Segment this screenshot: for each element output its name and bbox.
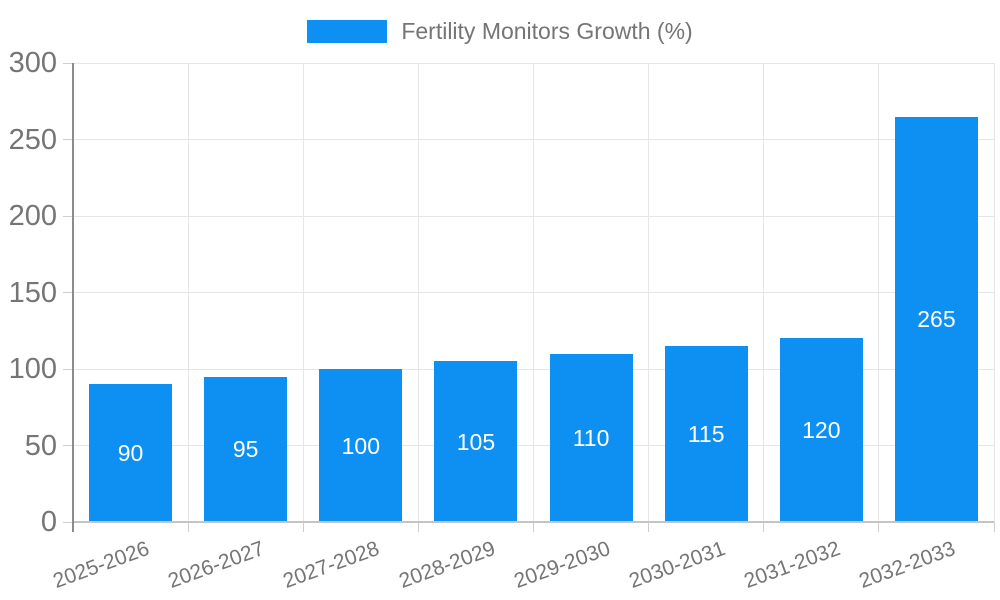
y-tick-label: 0 — [40, 506, 57, 538]
x-axis-tick — [302, 522, 304, 532]
bar-value-label: 265 — [917, 306, 956, 333]
y-tick-label: 50 — [24, 429, 57, 462]
bar-value-label: 100 — [341, 432, 380, 459]
x-axis-tick — [763, 522, 765, 532]
x-axis-tick — [993, 522, 995, 532]
y-axis-tick — [63, 292, 73, 293]
x-tick-label: 2028-2029 — [395, 537, 498, 593]
bar-value-label: 110 — [572, 424, 610, 451]
y-axis-line — [72, 63, 74, 532]
x-grid-line — [302, 63, 304, 522]
x-grid-line — [533, 63, 534, 522]
y-axis-tick — [63, 368, 73, 370]
x-grid-line — [417, 63, 419, 522]
x-tick-label: 2025-2026 — [50, 537, 153, 593]
bar-value-label: 90 — [117, 440, 144, 467]
bar-value-label: 95 — [232, 436, 259, 463]
bar — [434, 361, 518, 522]
bar-value-label: 115 — [687, 421, 725, 448]
legend: Fertility Monitors Growth (%) — [0, 18, 1000, 44]
y-axis-tick — [63, 445, 73, 446]
bar — [894, 116, 978, 522]
x-axis-tick — [878, 522, 880, 532]
x-axis-tick — [648, 522, 650, 532]
y-tick-label: 150 — [8, 276, 57, 309]
bar-value-label: 120 — [802, 417, 841, 444]
x-axis-tick — [417, 522, 419, 532]
y-tick-label: 200 — [8, 200, 57, 232]
legend-label: Fertility Monitors Growth (%) — [401, 17, 693, 44]
y-tick-label: 300 — [8, 47, 57, 79]
x-axis-tick — [533, 522, 534, 532]
x-grid-line — [763, 63, 765, 522]
bar — [779, 338, 863, 522]
y-axis-tick — [63, 215, 73, 217]
x-grid-line — [648, 63, 650, 522]
bar — [204, 376, 288, 522]
y-tick-label: 250 — [8, 123, 57, 156]
x-tick-label: 2031-2032 — [740, 537, 844, 593]
legend-item-fertility-monitors[interactable]: Fertility Monitors Growth (%) — [307, 17, 693, 45]
x-tick-label: 2029-2030 — [510, 537, 613, 593]
y-axis-tick — [63, 62, 73, 64]
x-grid-line — [187, 63, 189, 522]
x-tick-label: 2026-2027 — [165, 537, 268, 593]
x-grid-line — [993, 63, 995, 522]
x-axis-line — [73, 521, 994, 523]
bar — [549, 353, 633, 522]
x-grid-line — [878, 63, 880, 522]
x-tick-label: 2032-2033 — [856, 537, 959, 593]
bar-value-label: 105 — [456, 428, 496, 455]
y-axis-tick — [63, 139, 73, 140]
y-tick-label: 100 — [8, 353, 57, 385]
legend-color-swatch — [307, 19, 388, 43]
x-tick-label: 2027-2028 — [280, 537, 383, 593]
x-tick-label: 2030-2031 — [625, 537, 729, 593]
bar — [319, 369, 403, 522]
bar — [89, 384, 173, 522]
y-axis-tick — [63, 521, 73, 523]
x-axis-tick — [187, 522, 189, 532]
bar — [664, 346, 748, 522]
